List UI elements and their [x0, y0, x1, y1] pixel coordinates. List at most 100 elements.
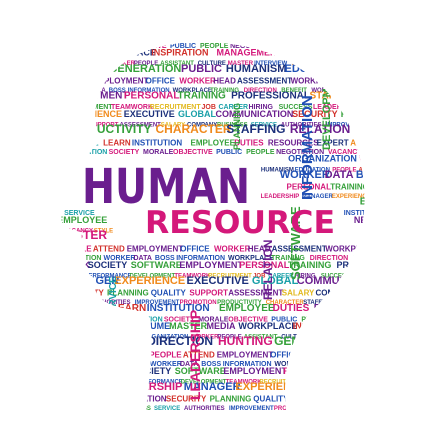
cloud-word: WORKPLACE [97, 48, 156, 58]
cloud-word: MANAGER [184, 381, 241, 393]
cloud-word: MANAGEMENT [358, 321, 424, 331]
cloud-word-vertical: LEADERSHIP [187, 310, 203, 400]
cloud-word: EDUCATION [339, 76, 386, 85]
cloud-word: DATA [134, 255, 152, 262]
cloud-word: EMPLOYMENT [58, 91, 129, 102]
cloud-word: PROMOTION [180, 300, 217, 306]
cloud-word: RESUME [342, 43, 372, 50]
cloud-word: SOCIETY [109, 149, 140, 156]
cloud-word: QUALITY [253, 395, 289, 404]
cloud-word: MASTER [311, 334, 337, 340]
cloud-word: BUSINESS [217, 122, 248, 128]
cloud-word: LEARN [112, 303, 146, 314]
cloud-word: GENERATION [109, 63, 182, 75]
cloud-word: CULTURE [198, 61, 226, 67]
cloud-word: SERVICE [154, 406, 180, 412]
cloud-word: SOFTWARE [360, 88, 394, 94]
cloud-word: SUPPORT [292, 395, 331, 404]
cloud-word: TRAINING [332, 366, 376, 376]
cloud-word: STYLE [100, 321, 129, 331]
cloud-word: BOSS [155, 255, 175, 262]
cloud-word: ASSESSMENT [228, 288, 283, 297]
cloud-word: NEGOTIATION [276, 149, 324, 156]
cloud-word: WORKER [64, 88, 92, 94]
cloud-word: ATTEND [58, 76, 90, 85]
cloud-word: LEARN [103, 139, 131, 148]
cloud-word: EXPERT [56, 316, 85, 323]
cloud-word: WORKER [191, 334, 219, 340]
cloud-word: PUBLIC [181, 63, 222, 75]
cloud-word: BUSINESS [360, 197, 411, 208]
cloud-word: SUGGESTION [354, 122, 434, 136]
cloud-word-vertical: RELATION [261, 240, 275, 300]
cloud-word: WORKPLACE [228, 255, 274, 262]
cloud-word: GLOBAL [252, 275, 299, 287]
cloud-word: STYLE [316, 43, 339, 50]
cloud-word: TRAINING [178, 91, 227, 102]
cloud-word: LEADERSHIP [313, 104, 358, 111]
cloud-word: PRODUCTIVITY [311, 406, 356, 412]
cloud-word: HUNTING [218, 334, 273, 348]
cloud-word: OFFICE [146, 76, 176, 85]
cloud-word: EMPLOYMENT [276, 48, 340, 58]
cloud-word: HIRING [249, 104, 274, 111]
cloud-word: EXECUTIVE [187, 275, 249, 287]
cloud-word: HIRING [295, 273, 316, 279]
cloud-word: EXECUTIVE [124, 109, 175, 119]
cloud-word: ASSESSMENT [362, 351, 417, 360]
cloud-word: PERSONAL [124, 91, 180, 102]
cloud-word: RESUME [132, 321, 171, 331]
cloud-word: AUTHORITIES [184, 406, 225, 412]
cloud-word: LEADERSHIP [351, 273, 390, 279]
cloud-word: WORKPLACE [291, 76, 344, 85]
cloud-word: CAREER [219, 104, 249, 111]
cloud-word: DIRECTION [147, 334, 213, 348]
cloud-word: WORKPLACE [238, 321, 297, 331]
cloud-word: EXPERIENCE [64, 109, 122, 119]
cloud-word: PERSONAL [239, 260, 290, 270]
cloud-word: TRAINING [271, 255, 305, 262]
cloud-word: ORGANIZATION [59, 61, 105, 67]
cloud-word: PROFESSIONAL [337, 260, 409, 270]
cloud-word: COMPANY [187, 122, 217, 128]
cloud-word: CHARACTER [156, 122, 232, 136]
headline-human: HUMAN [82, 159, 250, 215]
cloud-word: PLANNING [107, 288, 149, 297]
cloud-word: EMPLOYMENT [127, 245, 184, 254]
cloud-word: CULTURE [281, 334, 309, 340]
cloud-word: INTERVIEW [338, 334, 372, 340]
headline-resource: RESOURCE [145, 205, 335, 241]
cloud-word: ORGANIZATION [288, 154, 357, 164]
cloud-word: RECRUITMENT [259, 379, 303, 385]
cloud-word: TRAINING [210, 88, 239, 94]
cloud-word: TEAMWORK [111, 104, 153, 111]
cloud-word: RECRUITMENT [208, 273, 252, 279]
cloud-word: PUBLIC [271, 316, 297, 323]
cloud-word: BUSINESS [120, 406, 151, 412]
cloud-word: MORALE [198, 316, 229, 323]
cloud-word: PEOPLE [134, 61, 158, 67]
cloud-word: AUTHORITIES [90, 300, 131, 306]
cloud-word: HUMANISM [57, 351, 101, 360]
cloud-word: OBJECTIVE [173, 149, 213, 156]
cloud-word: HEAD [213, 76, 236, 85]
cloud-word: PRODUCTIVITY [62, 122, 151, 136]
cloud-word: PEOPLE [350, 63, 395, 75]
cloud-word: ASSISTANT [160, 61, 194, 67]
cloud-word: SOFTWARE [131, 260, 182, 270]
cloud-word: EMPLOYEE [57, 215, 107, 225]
cloud-word: PERSONAL [283, 366, 334, 376]
cloud-word: LEADERSHIP [261, 194, 300, 200]
cloud-word: ASSISTANT [244, 334, 278, 340]
cloud-word: WORKER [359, 154, 400, 164]
cloud-word: EXPERIENCE [114, 275, 185, 287]
cloud-word: RESOURCES [314, 303, 378, 314]
cloud-word: COMMUNICATION [297, 275, 392, 287]
cloud-word: DIRECTION [244, 88, 277, 94]
cloud-word: SUPPORT [189, 288, 228, 297]
cloud-word: PRODUCTION [101, 334, 141, 340]
cloud-word: DIRECTION [310, 255, 349, 262]
cloud-word: BOSS [109, 88, 126, 94]
cloud-word: MEDIA [65, 48, 95, 58]
